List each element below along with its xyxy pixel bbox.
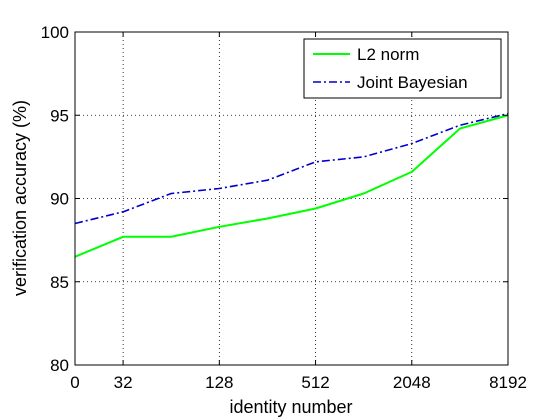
y-tick-label: 80 <box>50 356 69 375</box>
x-tick-label: 512 <box>301 373 329 392</box>
x-tick-label: 0 <box>70 373 79 392</box>
legend-label-joint-bayesian: Joint Bayesian <box>357 73 468 92</box>
series-layer <box>74 112 509 258</box>
x-tick-label: 8192 <box>489 373 527 392</box>
y-tick-label: 90 <box>50 190 69 209</box>
x-tick-label: 128 <box>205 373 233 392</box>
axis-ticks: 80 85 90 95 100 0 32 128 512 2048 8192 <box>41 23 527 392</box>
x-axis-label: identity number <box>229 397 352 417</box>
x-tick-label: 2048 <box>393 373 431 392</box>
x-tick-label: 32 <box>114 373 133 392</box>
legend-box <box>303 38 502 99</box>
legend-label-l2-norm: L2 norm <box>357 45 419 64</box>
y-tick-label: 100 <box>41 23 69 42</box>
y-tick-label: 95 <box>50 106 69 125</box>
series-line-joint-bayesian <box>74 112 509 225</box>
legend: L2 norm Joint Bayesian <box>303 38 502 99</box>
series-line-l2-norm <box>74 114 509 258</box>
y-tick-label: 85 <box>50 273 69 292</box>
grid <box>75 32 508 365</box>
y-axis-label: verification accuracy (%) <box>10 100 30 296</box>
